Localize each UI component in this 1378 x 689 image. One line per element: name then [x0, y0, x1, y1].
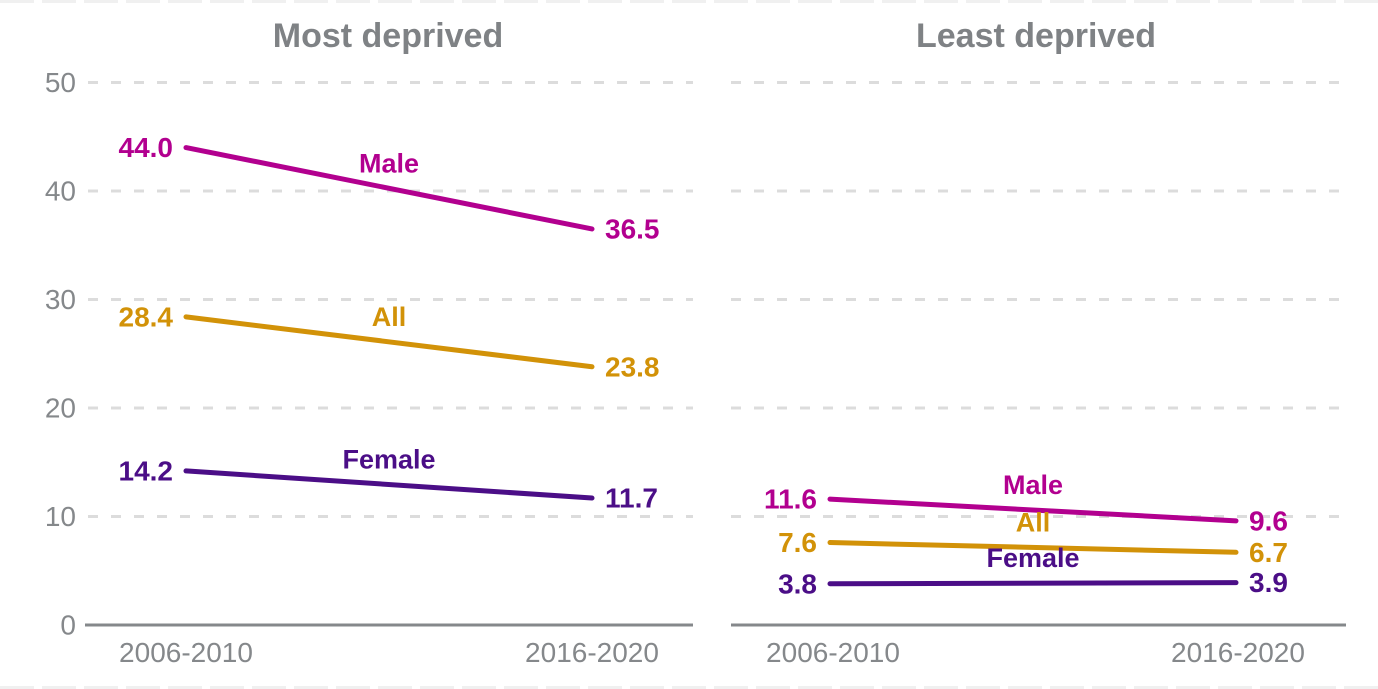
x-tick-right-2006-2010: 2006-2010: [766, 637, 900, 668]
value-label-end-panel-1-female: 3.9: [1249, 567, 1288, 598]
x-tick-left-2016-2020: 2016-2020: [525, 637, 659, 668]
series-line-panel-0-male: [183, 145, 595, 232]
value-label-end-panel-0-female: 11.7: [605, 483, 658, 514]
series-name-label-panel-1-female: Female: [986, 543, 1079, 573]
panel-title-least-deprived: Least deprived: [916, 17, 1156, 55]
series-name-label-panel-0-female: Female: [342, 444, 435, 474]
y-tick-label-30: 30: [45, 284, 76, 315]
value-label-end-panel-0-male: 36.5: [605, 213, 660, 244]
y-tick-label-20: 20: [45, 393, 76, 424]
y-tick-label-10: 10: [45, 501, 76, 532]
value-label-start-panel-0-female: 14.2: [119, 455, 174, 486]
series-layer: 44.0 36.5 Male 28.4 23.8 All 14.2 11.7 Female 11.…: [119, 132, 1288, 599]
series-name-label-panel-0-all: All: [372, 302, 407, 332]
x-tick-right-2016-2020: 2016-2020: [1171, 637, 1305, 668]
value-label-start-panel-1-all: 7.6: [778, 527, 817, 558]
series-name-label-panel-0-male: Male: [359, 148, 419, 178]
value-label-start-panel-0-all: 28.4: [119, 301, 174, 332]
value-label-start-panel-1-male: 11.6: [764, 484, 817, 515]
value-label-end-panel-1-all: 6.7: [1249, 537, 1288, 568]
series-name-label-panel-1-male: Male: [1003, 470, 1063, 500]
series-name-label-panel-1-all: All: [1016, 507, 1051, 537]
panel-title-most-deprived: Most deprived: [273, 17, 503, 55]
y-tick-label-0: 0: [60, 610, 76, 641]
series-line-panel-1-male: [827, 496, 1239, 524]
y-tick-label-40: 40: [45, 176, 76, 207]
series-line-panel-0-all: [183, 314, 595, 370]
series-line-panel-1-female: [827, 580, 1239, 587]
value-label-end-panel-0-all: 23.8: [605, 351, 660, 382]
series-line-panel-1-all: [827, 540, 1239, 555]
y-tick-labels-layer: 0 10 20 30 40 50: [45, 67, 76, 641]
value-label-start-panel-1-female: 3.8: [778, 568, 817, 599]
series-line-panel-0-female: [183, 468, 595, 501]
value-label-end-panel-1-male: 9.6: [1249, 505, 1288, 536]
value-label-start-panel-0-male: 44.0: [119, 132, 174, 163]
y-tick-label-50: 50: [45, 67, 76, 98]
x-tick-left-2006-2010: 2006-2010: [119, 637, 253, 668]
